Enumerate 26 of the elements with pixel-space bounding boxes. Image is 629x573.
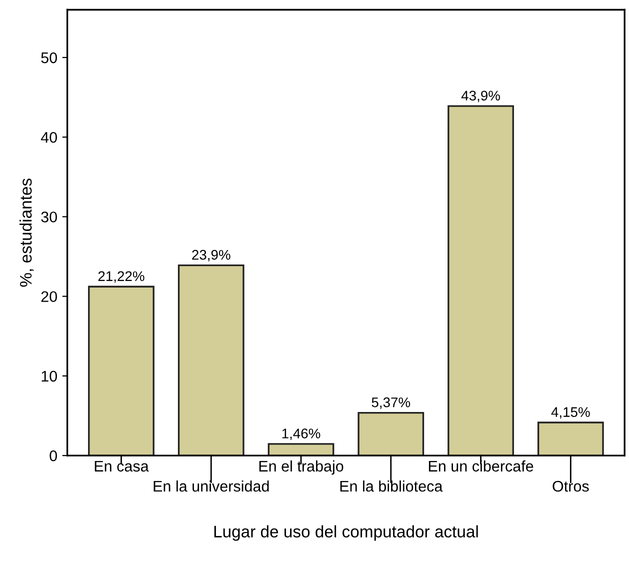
x-tick-label: En un cibercafe <box>428 460 534 472</box>
data-label: 1,46% <box>282 428 320 440</box>
x-tick-label: En la biblioteca <box>340 480 443 492</box>
y-tick-label: 40 <box>40 132 57 143</box>
x-tick-label: En casa <box>94 460 149 472</box>
x-tick-label: En el trabajo <box>259 460 344 475</box>
y-axis-title: %, estudiantes <box>19 178 34 287</box>
data-label: 43,9% <box>461 90 500 102</box>
y-tick-label: 30 <box>41 212 57 222</box>
y-tick-label: 20 <box>41 291 57 302</box>
y-tick-label: 50 <box>41 52 57 64</box>
data-label: 4,15% <box>551 407 590 419</box>
bar <box>268 443 334 456</box>
bar <box>358 412 424 456</box>
bar <box>537 422 604 456</box>
data-label: 21,22% <box>98 271 144 283</box>
bar <box>448 105 514 456</box>
data-label: 5,37% <box>372 397 410 409</box>
x-tick-label: Otros <box>552 480 589 492</box>
x-axis-title: Lugar de uso del computador actual <box>214 525 478 541</box>
y-tick-label: 10 <box>42 370 57 382</box>
bar <box>178 264 244 456</box>
data-label: 23,9% <box>192 250 230 262</box>
x-tick-label: En la universidad <box>154 480 269 492</box>
y-tick-label: 0 <box>50 450 57 462</box>
bar <box>88 286 154 456</box>
